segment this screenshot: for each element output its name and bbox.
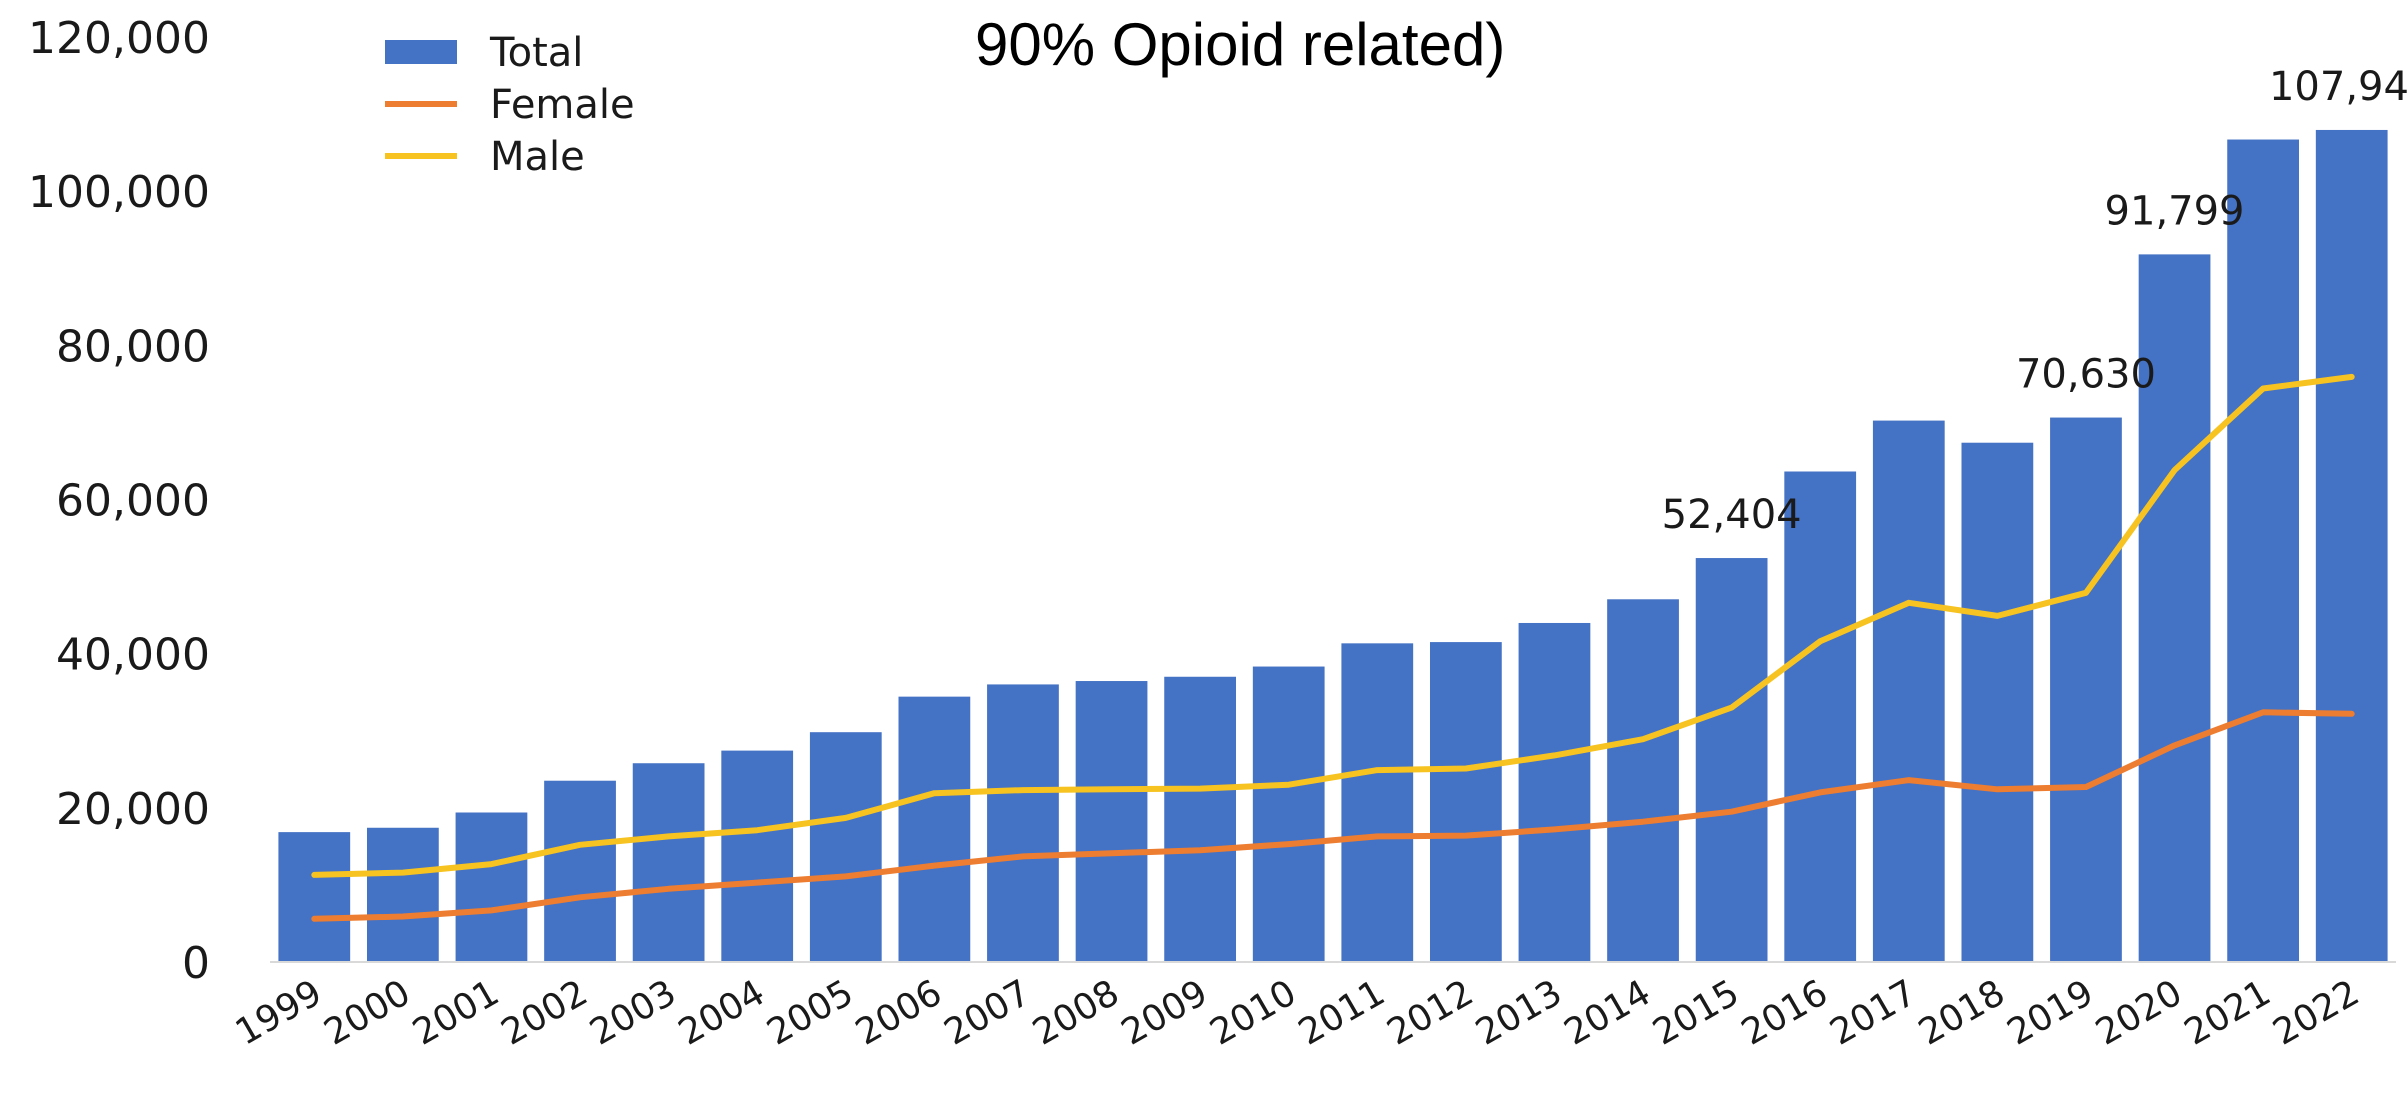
bar-2001 (455, 812, 528, 962)
x-tick-label: 2006 (849, 972, 949, 1053)
bar-2014 (1607, 599, 1679, 962)
bar-2021 (2227, 139, 2300, 962)
legend-label-female: Female (490, 82, 635, 128)
x-axis-ticks: 1999200020012002200320042005200620072008… (229, 972, 2366, 1053)
x-tick-label: 2014 (1558, 972, 1658, 1053)
x-tick-label: 2008 (1026, 972, 1126, 1053)
y-tick-label: 0 (182, 938, 210, 989)
y-tick-label: 80,000 (56, 321, 210, 372)
bar-2016 (1784, 471, 1857, 962)
bar-2022 (2315, 129, 2388, 963)
data-label-2019: 70,630 (2016, 352, 2156, 398)
bar-2015 (1695, 558, 1768, 962)
x-tick-label: 2017 (1823, 972, 1923, 1053)
bar-2019 (2050, 417, 2122, 962)
data-label-2022: 107,941 (2269, 64, 2408, 110)
bar-2009 (1164, 676, 1237, 962)
x-tick-label: 2022 (2266, 972, 2366, 1053)
x-tick-label: 2012 (1381, 972, 1481, 1053)
bar-2005 (809, 732, 882, 962)
x-tick-label: 2009 (1115, 972, 1215, 1053)
x-tick-label: 2015 (1646, 972, 1746, 1053)
y-tick-label: 20,000 (56, 784, 210, 835)
x-tick-label: 2019 (2001, 972, 2101, 1053)
chart-title: 90% Opioid related) (975, 11, 1505, 78)
bar-2004 (721, 750, 794, 962)
x-tick-label: 2007 (938, 972, 1038, 1053)
legend-swatch-total (385, 40, 457, 64)
bar-2012 (1429, 642, 1502, 962)
line-female (311, 709, 2355, 922)
x-tick-label: 2002 (495, 972, 595, 1053)
bar-series-total (278, 129, 2388, 963)
x-tick-label: 2010 (1203, 972, 1303, 1053)
bar-1999 (278, 832, 351, 962)
bar-2000 (366, 827, 439, 962)
legend-label-male: Male (490, 134, 585, 180)
x-tick-label: 2021 (2178, 972, 2278, 1053)
x-tick-label: 2011 (1292, 972, 1392, 1053)
bar-2003 (632, 763, 705, 962)
x-tick-label: 2013 (1469, 972, 1569, 1053)
bar-2007 (987, 684, 1059, 962)
bar-2013 (1518, 622, 1591, 962)
bar-2002 (544, 780, 616, 962)
data-labels: 52,404 70,630 91,799 107,941 (1662, 64, 2408, 538)
x-tick-label: 2005 (760, 972, 860, 1053)
data-label-2015: 52,404 (1662, 492, 1802, 538)
x-tick-label: 1999 (229, 972, 329, 1053)
y-tick-label: 60,000 (56, 476, 210, 527)
y-tick-label: 40,000 (56, 630, 210, 681)
bar-2010 (1252, 666, 1325, 962)
x-tick-label: 2001 (406, 972, 506, 1053)
x-tick-label: 2004 (672, 972, 772, 1053)
bar-2008 (1075, 681, 1148, 962)
x-tick-label: 2003 (583, 972, 683, 1053)
y-tick-label: 100,000 (28, 167, 210, 218)
line-male (311, 373, 2355, 878)
legend: Total Female Male (385, 30, 635, 180)
bar-2011 (1341, 643, 1414, 962)
data-label-2020: 91,799 (2105, 188, 2245, 234)
legend-label-total: Total (489, 30, 583, 76)
line-series (311, 373, 2355, 922)
y-axis-ticks: 0 20,000 40,000 60,000 80,000 100,000 120,000 (28, 13, 210, 989)
x-tick-label: 2000 (318, 972, 418, 1053)
bar-2006 (898, 696, 971, 962)
bar-2017 (1872, 420, 1945, 962)
bar-2018 (1961, 442, 2034, 962)
bar-2020 (2138, 254, 2211, 963)
x-tick-label: 2016 (1735, 972, 1835, 1053)
x-tick-label: 2018 (1912, 972, 2012, 1053)
y-tick-label: 120,000 (28, 13, 210, 64)
x-tick-label: 2020 (2089, 972, 2189, 1053)
